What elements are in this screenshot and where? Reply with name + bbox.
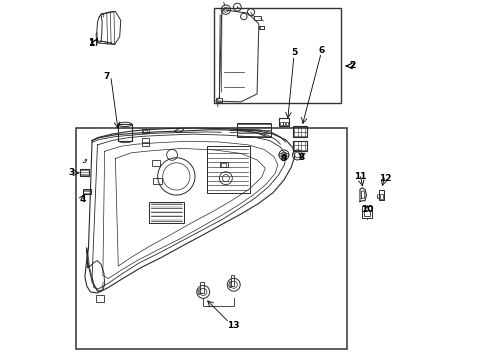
Bar <box>118 125 132 140</box>
Bar <box>258 26 264 30</box>
Text: 12: 12 <box>378 174 390 183</box>
Bar <box>362 206 371 218</box>
Text: 6: 6 <box>318 46 324 55</box>
Text: 8: 8 <box>298 153 305 162</box>
Text: 1: 1 <box>88 38 94 47</box>
Bar <box>259 26 263 29</box>
Bar <box>200 282 203 293</box>
Bar <box>283 122 285 125</box>
Bar <box>221 163 226 167</box>
Text: 1: 1 <box>88 39 94 48</box>
Bar <box>215 98 221 102</box>
Bar <box>206 146 249 193</box>
Bar <box>76 128 346 348</box>
Text: 7: 7 <box>103 72 109 81</box>
Bar <box>83 189 91 194</box>
Bar <box>378 190 383 200</box>
Bar <box>379 194 382 199</box>
Bar <box>143 130 147 133</box>
Text: 10: 10 <box>360 205 372 214</box>
Bar <box>254 16 260 20</box>
Bar <box>142 138 148 146</box>
Bar <box>280 122 282 125</box>
Bar <box>214 8 341 103</box>
Text: 9: 9 <box>280 154 286 163</box>
Bar <box>142 129 148 134</box>
Bar <box>220 162 227 167</box>
Bar <box>285 122 287 125</box>
Text: 2: 2 <box>348 62 354 71</box>
Bar <box>153 178 162 184</box>
Text: 11: 11 <box>353 172 366 181</box>
Bar <box>278 118 288 126</box>
Bar <box>149 202 183 223</box>
Bar <box>292 126 306 137</box>
Bar <box>237 123 271 137</box>
Text: 2: 2 <box>348 62 354 71</box>
Bar <box>292 140 306 150</box>
Bar <box>363 210 369 216</box>
Text: 3: 3 <box>68 168 75 177</box>
Bar <box>230 275 234 286</box>
Bar <box>96 296 103 302</box>
Bar <box>80 169 88 176</box>
Text: 5: 5 <box>290 48 297 57</box>
Text: 13: 13 <box>226 321 239 330</box>
Bar <box>152 160 160 166</box>
Text: 4: 4 <box>80 195 86 204</box>
